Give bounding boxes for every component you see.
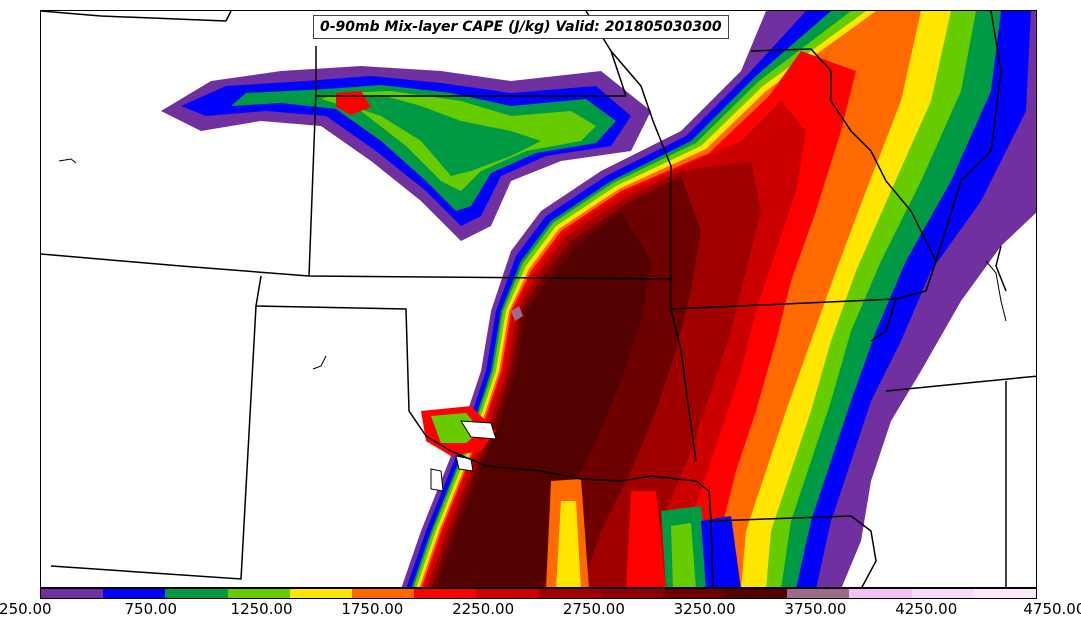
colorbar-segment (103, 589, 166, 598)
colorbar-segment (725, 589, 788, 598)
colorbar-segment (973, 589, 1036, 598)
colorbar-segment (476, 589, 539, 598)
water-features (58, 158, 1007, 370)
southern-streaks (546, 479, 741, 587)
colorbar-segment (414, 589, 477, 598)
colorbar-tick-label: 1250.00 (230, 600, 293, 618)
colorbar-segment (600, 589, 663, 598)
colorbar-tick-label: 2750.00 (562, 600, 625, 618)
colorbar-tick-label: 1750.00 (341, 600, 404, 618)
colorbar-segment (227, 589, 290, 598)
colorbar-segment (165, 589, 228, 598)
eastern-cape-bands (401, 11, 1036, 587)
colorbar-segment (289, 589, 352, 598)
colorbar-tick-label: 4250.00 (895, 600, 958, 618)
colorbar-tick-label: 3250.00 (673, 600, 736, 618)
cape-contour-map (41, 11, 1036, 587)
colorbar-tick-label: 250.00 (0, 600, 52, 618)
colorbar-segment (351, 589, 415, 598)
colorbar-segment (911, 589, 974, 598)
map-panel (40, 10, 1037, 588)
colorbar-tick-label: 750.00 (124, 600, 178, 618)
colorbar-tick-label: 2250.00 (452, 600, 515, 618)
map-title: 0-90mb Mix-layer CAPE (J/kg) Valid: 2018… (313, 15, 729, 39)
colorbar-tick-label: 3750.00 (784, 600, 847, 618)
colorbar-segment (538, 589, 601, 598)
colorbar-segment (787, 589, 850, 598)
northern-cape-band (161, 66, 651, 241)
colorbar-tick-label: 4750.00 (1023, 600, 1081, 618)
cape-colorbar (40, 588, 1037, 599)
colorbar-segment (662, 589, 726, 598)
colorbar-segment (849, 589, 912, 598)
colorbar-segment (41, 589, 104, 598)
